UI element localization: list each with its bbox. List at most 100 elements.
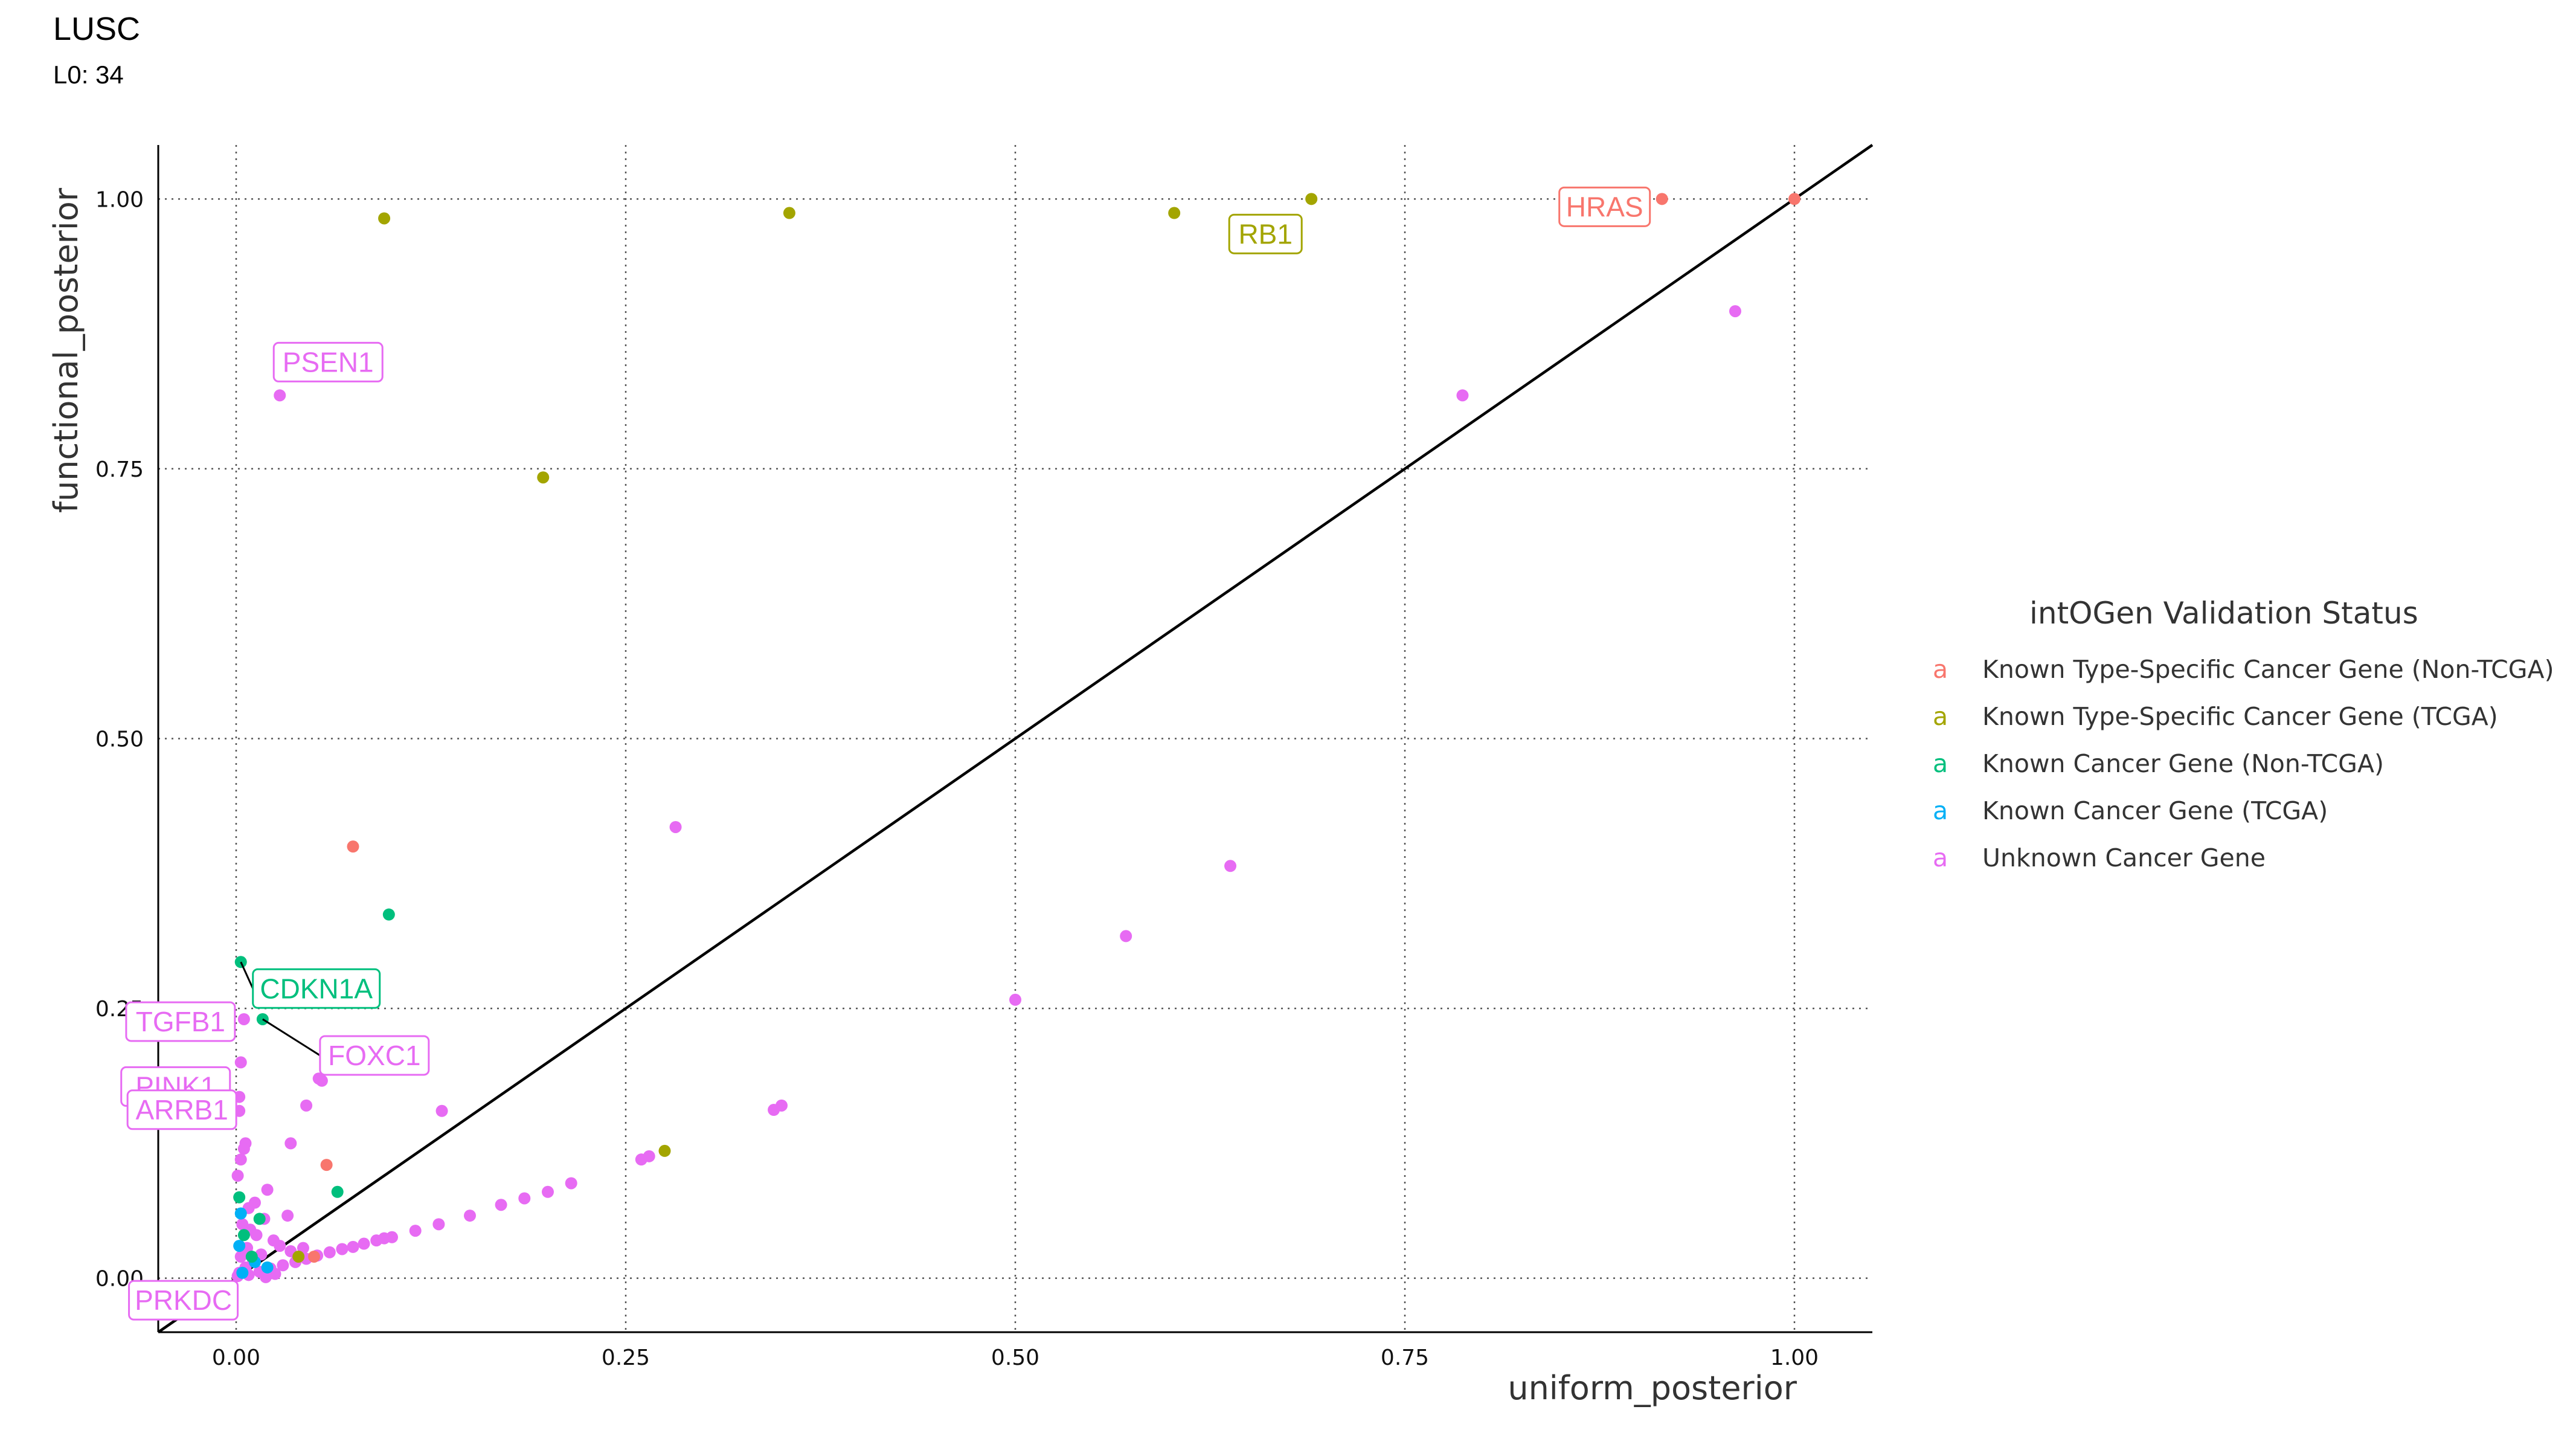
gene-label-psen1: PSEN1 — [272, 341, 384, 382]
label-box — [272, 341, 384, 382]
data-points — [231, 193, 1800, 1283]
data-point — [542, 1185, 554, 1198]
data-point — [1456, 389, 1469, 402]
label-box — [319, 1035, 430, 1076]
data-point — [537, 471, 550, 484]
data-point — [315, 1074, 328, 1087]
data-point — [1120, 930, 1132, 942]
label-leader-line — [262, 1018, 321, 1057]
label-box — [1228, 213, 1303, 254]
legend-label: Unknown Cancer Gene — [1982, 843, 2266, 872]
label-text: FOXC1 — [328, 1040, 420, 1071]
data-point — [1729, 305, 1741, 318]
data-point — [382, 908, 395, 921]
legend-label: Known Cancer Gene (TCGA) — [1982, 796, 2328, 825]
legend-title: intOGen Validation Status — [2029, 596, 2418, 631]
legend-key: a — [1933, 749, 1948, 778]
gene-label-rb1: RB1 — [1228, 213, 1303, 254]
data-point — [565, 1177, 577, 1190]
label-text: RB1 — [1238, 218, 1292, 250]
y-tick-label: 0.50 — [95, 727, 144, 752]
x-tick-label: 1.00 — [1770, 1345, 1819, 1370]
data-point — [300, 1099, 313, 1112]
data-point — [260, 1271, 272, 1283]
legend-entry: a Known Type-Specific Cancer Gene (TCGA) — [1933, 702, 2498, 731]
gene-label-arrb1: ARRB1 — [126, 1089, 237, 1130]
x-axis-title: uniform_posterior — [1508, 1369, 1797, 1407]
data-point — [234, 1153, 247, 1166]
data-point — [347, 1240, 359, 1253]
identity-line — [157, 144, 1874, 1333]
data-point — [347, 840, 359, 853]
data-point — [518, 1192, 531, 1205]
label-box — [126, 1089, 237, 1130]
x-tick-label: 0.25 — [602, 1345, 650, 1370]
data-point — [783, 207, 795, 219]
legend-entry: a Unknown Cancer Gene — [1933, 843, 2266, 872]
legend-key: a — [1933, 702, 1948, 731]
gene-annotations: HRASRB1PSEN1CDKN1ATGFB1FOXC1PINK1ARRB1PR… — [120, 186, 1651, 1321]
label-leader-line — [240, 961, 254, 989]
label-box — [125, 1001, 236, 1042]
data-point — [435, 1104, 448, 1117]
gene-label-prkdc: PRKDC — [128, 1280, 239, 1321]
data-point — [234, 1207, 247, 1220]
legend-label: Known Type-Specific Cancer Gene (Non-TCG… — [1982, 655, 2554, 684]
legend-entry: a Known Type-Specific Cancer Gene (Non-TC… — [1933, 655, 2554, 684]
reference-line-group — [157, 144, 1874, 1333]
gene-label-tgfb1: TGFB1 — [125, 1001, 236, 1042]
legend-label: Known Cancer Gene (Non-TCGA) — [1982, 749, 2384, 778]
data-point — [320, 1159, 333, 1171]
legend-entry: a Known Cancer Gene (Non-TCGA) — [1933, 749, 2384, 778]
label-box — [1558, 186, 1651, 227]
data-point — [237, 1229, 250, 1242]
data-point — [231, 1169, 244, 1182]
data-point — [281, 1210, 294, 1222]
data-point — [234, 1250, 247, 1263]
data-point — [331, 1185, 344, 1198]
data-point — [336, 1243, 348, 1255]
data-point — [1009, 993, 1021, 1006]
data-point — [253, 1213, 266, 1225]
data-point — [658, 1144, 671, 1157]
x-tick-label: 0.50 — [991, 1345, 1039, 1370]
label-text: ARRB1 — [135, 1094, 228, 1126]
label-box — [252, 968, 381, 1009]
label-text: TGFB1 — [136, 1006, 225, 1037]
label-text: CDKN1A — [260, 973, 373, 1004]
data-point — [261, 1184, 274, 1196]
data-point — [292, 1250, 305, 1263]
data-point — [464, 1210, 476, 1222]
legend-key: a — [1933, 655, 1948, 684]
data-point — [495, 1199, 507, 1211]
data-point — [1224, 860, 1237, 872]
y-tick-label: 1.00 — [95, 187, 144, 212]
data-point — [1656, 193, 1668, 205]
data-point — [1305, 193, 1318, 205]
data-point — [233, 1240, 246, 1252]
data-point — [378, 212, 391, 225]
data-point — [250, 1229, 263, 1242]
data-point — [236, 1266, 249, 1279]
data-point — [635, 1153, 647, 1166]
x-tick-label: 0.75 — [1381, 1345, 1429, 1370]
label-box — [128, 1280, 239, 1321]
data-point — [768, 1104, 780, 1116]
tick-labels: 0.00 0.25 0.50 0.75 1.000.000.250.500.751.00 — [95, 187, 1819, 1370]
legend-entry: a Known Cancer Gene (TCGA) — [1933, 796, 2328, 825]
data-point — [261, 1261, 274, 1274]
legend-label: Known Type-Specific Cancer Gene (TCGA) — [1982, 702, 2498, 731]
x-tick-label: 0.00 — [212, 1345, 260, 1370]
gene-label-hras: HRAS — [1558, 186, 1651, 227]
legend: intOGen Validation Status a Known Type-Sp… — [1933, 596, 2554, 872]
gene-label-foxc1: FOXC1 — [262, 1018, 430, 1076]
data-point — [274, 1240, 286, 1252]
data-point — [669, 820, 682, 833]
data-point — [409, 1225, 422, 1237]
y-axis-title: functional_posterior — [47, 187, 85, 513]
label-text: HRAS — [1566, 191, 1643, 222]
data-point — [284, 1137, 297, 1150]
data-point — [274, 389, 286, 402]
gene-label-cdkn1a: CDKN1A — [240, 961, 381, 1009]
